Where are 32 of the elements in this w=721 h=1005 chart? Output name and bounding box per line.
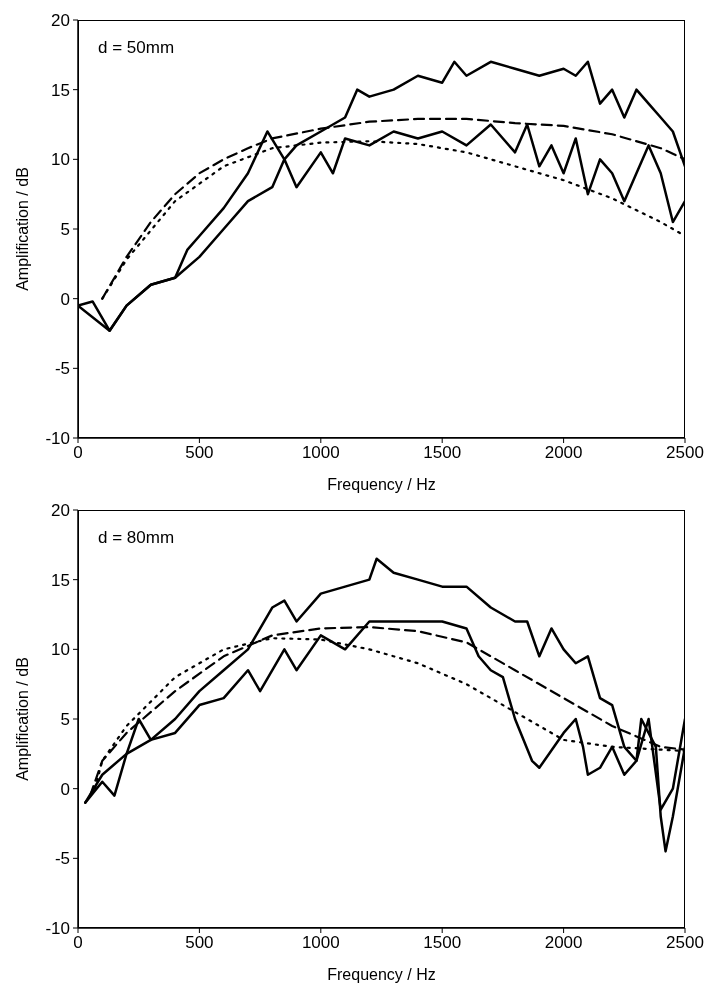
annotation: d = 80mm bbox=[98, 528, 175, 548]
x-tick-label: 1000 bbox=[301, 933, 340, 953]
x-tick-label: 2000 bbox=[544, 933, 583, 953]
y-axis-title: Amplification / dB bbox=[13, 167, 31, 291]
y-tick-label: 0 bbox=[60, 779, 70, 799]
y-tick-label: -10 bbox=[45, 429, 70, 449]
y-tick-label: -10 bbox=[45, 919, 70, 939]
y-tick-label: 10 bbox=[51, 150, 70, 170]
y-tick-label: 20 bbox=[51, 11, 70, 31]
x-tick-label: 1500 bbox=[423, 443, 462, 463]
annotation: d = 50mm bbox=[98, 38, 175, 58]
y-tick-label: 20 bbox=[51, 501, 70, 521]
x-tick-label: 0 bbox=[73, 933, 83, 953]
y-tick-label: -5 bbox=[54, 359, 70, 379]
x-tick-label: 1500 bbox=[423, 933, 462, 953]
y-axis-title: Amplification / dB bbox=[13, 657, 31, 781]
y-tick-label: 5 bbox=[60, 220, 70, 240]
x-tick-label: 1000 bbox=[301, 443, 340, 463]
x-tick-label: 500 bbox=[185, 933, 214, 953]
y-tick-label: 15 bbox=[51, 570, 70, 590]
x-tick-label: 2500 bbox=[666, 933, 704, 953]
x-tick-label: 0 bbox=[73, 443, 83, 463]
y-tick-label: -5 bbox=[54, 849, 70, 869]
x-tick-label: 2000 bbox=[544, 443, 583, 463]
x-axis-title: Frequency / Hz bbox=[327, 476, 436, 493]
x-axis-title: Frequency / Hz bbox=[327, 966, 436, 983]
y-tick-label: 0 bbox=[60, 289, 70, 309]
x-tick-label: 2500 bbox=[666, 443, 704, 463]
y-tick-label: 5 bbox=[60, 710, 70, 730]
y-tick-label: 15 bbox=[51, 80, 70, 100]
x-tick-label: 500 bbox=[185, 443, 214, 463]
y-tick-label: 10 bbox=[51, 640, 70, 660]
